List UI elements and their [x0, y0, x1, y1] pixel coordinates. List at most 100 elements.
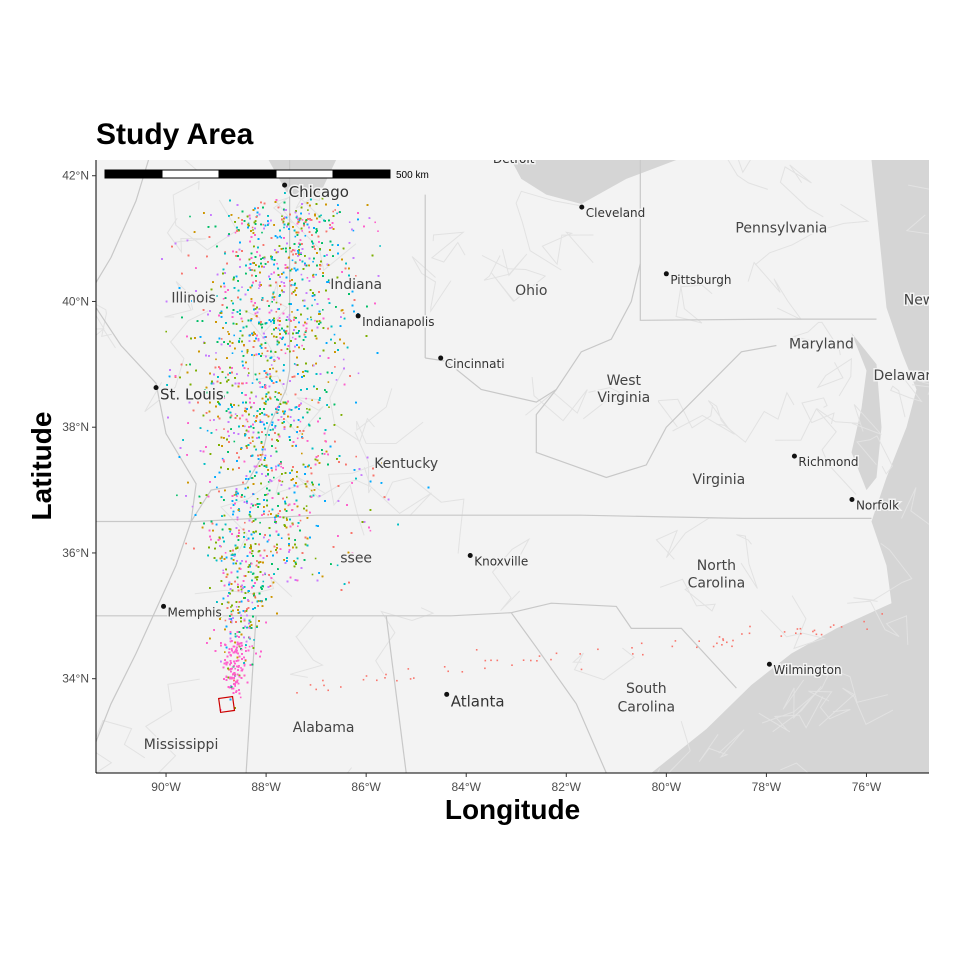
road-layer	[96, 160, 929, 773]
road	[668, 720, 691, 773]
trajectory-point	[298, 217, 300, 220]
trajectory-point	[276, 356, 279, 359]
trajectory-point	[270, 364, 273, 366]
trajectory-point	[379, 245, 381, 247]
trajectory-point	[274, 447, 277, 449]
trajectory-point	[243, 495, 246, 498]
road	[760, 595, 826, 650]
trajectory-point	[305, 505, 308, 507]
trajectory-point	[299, 519, 302, 522]
trajectory-point	[259, 386, 261, 388]
trajectory-point	[310, 316, 312, 319]
trajectory-point	[310, 489, 313, 492]
trajectory-point	[262, 574, 264, 576]
road	[775, 408, 857, 495]
trajectory-point	[254, 421, 256, 423]
trajectory-point	[271, 301, 273, 303]
trajectory-point	[240, 667, 242, 669]
trajectory-point	[327, 381, 330, 383]
trajectory-point	[209, 419, 211, 422]
trajectory-point	[217, 396, 220, 398]
road	[736, 534, 758, 589]
trajectory-point	[312, 273, 315, 276]
trajectory-point	[336, 564, 339, 567]
trajectory-point	[248, 372, 250, 374]
road	[375, 607, 435, 675]
trajectory-point	[222, 298, 225, 300]
state-border	[385, 615, 407, 773]
trajectory-point	[355, 455, 357, 458]
road	[144, 310, 209, 413]
road	[698, 729, 745, 762]
trajectory-point	[335, 379, 338, 381]
trajectory-point	[254, 596, 257, 599]
trajectory-point	[334, 209, 336, 211]
trajectory-point	[227, 331, 229, 333]
trajectory-point	[267, 481, 270, 483]
trajectory-point	[239, 696, 242, 699]
trajectory-point	[237, 404, 240, 407]
road	[346, 767, 352, 773]
trajectory-point	[215, 352, 217, 354]
trajectory-point	[300, 273, 303, 276]
trajectory-point	[250, 571, 252, 573]
trajectory-point	[246, 539, 248, 541]
trajectory-point	[267, 493, 269, 495]
trajectory-point	[251, 552, 253, 555]
trajectory-point	[284, 352, 287, 355]
trajectory-point	[302, 299, 304, 302]
trajectory-point	[272, 367, 274, 370]
trajectory-point	[280, 537, 283, 539]
trajectory-point	[332, 210, 334, 213]
trajectory-point	[301, 344, 303, 347]
road	[572, 647, 636, 681]
trajectory-point	[342, 358, 345, 361]
trajectory-point	[189, 215, 191, 218]
trajectory-point	[233, 494, 236, 496]
trajectory-point	[321, 452, 324, 455]
road	[356, 388, 424, 445]
x-axis-label: Longitude	[444, 794, 581, 825]
trajectory-point	[230, 610, 233, 613]
trajectory-point	[251, 601, 254, 604]
trajectory-point	[357, 372, 360, 375]
trajectory-point	[306, 277, 309, 279]
trajectory-point	[286, 496, 288, 499]
road	[515, 190, 580, 271]
trajectory-point	[262, 223, 265, 226]
trajectory-point	[233, 440, 236, 443]
road	[754, 203, 870, 266]
trajectory-point	[282, 247, 285, 250]
trajectory-point	[277, 399, 280, 401]
trajectory-point	[261, 352, 263, 355]
road	[483, 248, 528, 281]
road	[853, 542, 913, 602]
trajectory-point	[224, 552, 227, 554]
trajectory-point	[230, 554, 233, 556]
road	[747, 261, 802, 321]
road	[384, 477, 465, 554]
trajectory-point	[237, 217, 240, 219]
trajectory-point	[214, 610, 216, 613]
road	[656, 768, 661, 773]
trajectory-point	[333, 333, 336, 336]
trajectory-point	[278, 463, 281, 465]
trajectory-point	[369, 529, 372, 532]
trajectory-point	[238, 606, 240, 608]
road	[491, 537, 531, 612]
road	[716, 391, 795, 443]
trajectory-point	[314, 319, 316, 322]
state-border	[96, 307, 197, 742]
trajectory-point	[231, 352, 234, 354]
trajectory-point	[191, 505, 194, 508]
trajectory-point	[244, 425, 246, 428]
trajectory-point	[312, 260, 314, 263]
road	[808, 690, 851, 720]
road	[430, 231, 466, 263]
trajectory-point	[288, 314, 291, 316]
trajectory-point	[297, 525, 299, 527]
trajectory-point	[308, 212, 310, 215]
trajectory-point	[268, 510, 270, 513]
